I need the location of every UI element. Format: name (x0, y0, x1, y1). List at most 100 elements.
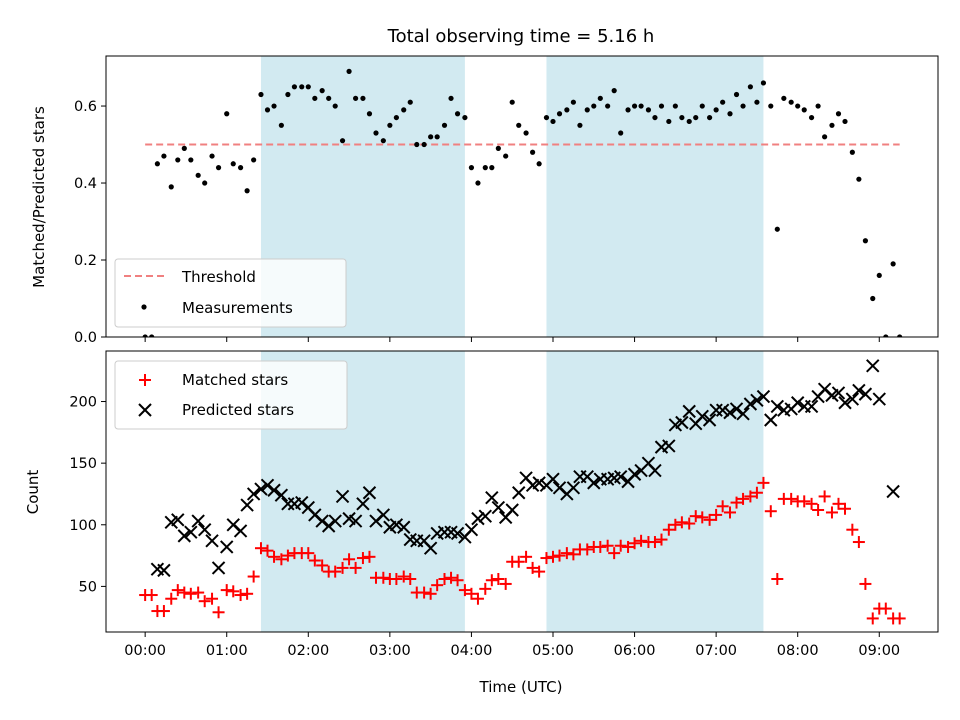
predicted-point (233, 524, 248, 538)
matched-point (553, 549, 566, 562)
predicted-point (723, 405, 737, 420)
threshold-legend-label: Threshold (181, 268, 256, 286)
measurement-point (393, 114, 399, 121)
matched-point (343, 553, 356, 566)
measurement-point (448, 95, 454, 101)
matched-point (356, 552, 369, 565)
measurement-point (631, 103, 638, 109)
matched-legend-swatch (139, 374, 151, 386)
matched-point (438, 573, 451, 586)
measurement-point (421, 141, 427, 148)
measurement-point (428, 134, 434, 140)
matched-point (594, 540, 607, 553)
bottom-plot-marks (139, 359, 906, 625)
predicted-point (177, 529, 192, 543)
measurement-point (768, 103, 774, 109)
predicted-point (872, 392, 886, 406)
predicted-point (197, 522, 212, 537)
measurement-point (291, 84, 298, 90)
measurement-point (312, 95, 318, 101)
measurement-point (299, 84, 305, 90)
matched-point (234, 589, 247, 602)
matched-point (757, 476, 770, 489)
measurement-point (652, 114, 658, 121)
matched-point (492, 573, 505, 586)
measurement-point (181, 145, 187, 151)
matched-point (825, 506, 838, 519)
measurement-point (142, 334, 148, 337)
measurement-point (611, 88, 617, 94)
measurement-point (856, 176, 862, 182)
predicted-point (220, 540, 234, 554)
measurement-point (713, 107, 719, 113)
predicted-point (267, 483, 281, 497)
measurements-legend-label: Measurements (182, 299, 293, 317)
matched-point (254, 542, 267, 555)
measurement-point (625, 107, 631, 113)
measurement-point (543, 114, 550, 121)
matched-point (512, 555, 525, 568)
matched-point (397, 570, 410, 583)
predicted-point (376, 508, 391, 522)
predicted-point (695, 409, 709, 424)
matched-point (465, 587, 478, 600)
matched-point (308, 554, 321, 567)
predicted-point (764, 413, 778, 427)
predicted-point (211, 561, 226, 575)
measurement-point (829, 122, 835, 128)
measurement-point (584, 107, 590, 113)
top-panel: 0.0 0.2 0.4 0.6 Matched/Predicted stars Thr… (30, 55, 939, 346)
matched-point (675, 516, 688, 529)
measurement-point (815, 103, 821, 109)
matched-point (710, 508, 723, 521)
predicted-point (587, 476, 601, 490)
measurement-point (149, 334, 155, 337)
matched-point (363, 550, 376, 563)
predicted-point (512, 486, 526, 500)
bottom-legend-box (114, 360, 348, 430)
predicted-point (838, 396, 852, 410)
matched-point (703, 513, 716, 526)
predicted-point (858, 387, 873, 401)
measurement-point (454, 111, 461, 117)
predicted-point (702, 413, 717, 427)
measurement-point (209, 153, 215, 159)
matched-point (533, 565, 546, 578)
measurement-point (605, 103, 611, 109)
measurement-point (897, 334, 903, 337)
matched-point (839, 502, 852, 515)
matched-point (247, 570, 260, 583)
measurement-point (319, 88, 325, 94)
matched-point (648, 536, 661, 549)
matched-point (764, 505, 777, 518)
predicted-point (328, 514, 342, 528)
x-tick-label: 02:00 (287, 643, 329, 659)
predicted-point (866, 359, 880, 373)
measurement-point (801, 107, 807, 113)
top-y-axis-label: Matched/Predicted stars (30, 106, 48, 288)
matched-point (689, 510, 702, 523)
matched-point (261, 544, 274, 557)
measurement-point (550, 118, 556, 125)
matched-point (227, 585, 240, 598)
matched-point (724, 506, 736, 519)
y-tick-label: 0.4 (74, 176, 97, 192)
y-tick-label: 0.0 (74, 330, 97, 346)
predicted-point (627, 467, 642, 481)
y-tick-label: 100 (69, 518, 97, 534)
measurement-point (754, 99, 760, 105)
bottom-x-axis: 00:00 01:00 02:00 03:00 04:00 05:00 06:00 07:00… (124, 632, 900, 659)
predicted-point (729, 402, 744, 416)
measurements-legend-swatch (141, 304, 147, 310)
predicted-point (675, 415, 689, 430)
measurement-point (380, 138, 386, 144)
measurement-point (258, 91, 264, 98)
predicted-point (157, 563, 171, 578)
matched-point (601, 539, 614, 552)
measurement-point (707, 114, 713, 121)
measurement-point (747, 84, 753, 90)
predicted-point (743, 397, 758, 411)
predicted-point (240, 498, 254, 512)
measurement-point (495, 145, 501, 151)
measurement-point (788, 99, 794, 105)
